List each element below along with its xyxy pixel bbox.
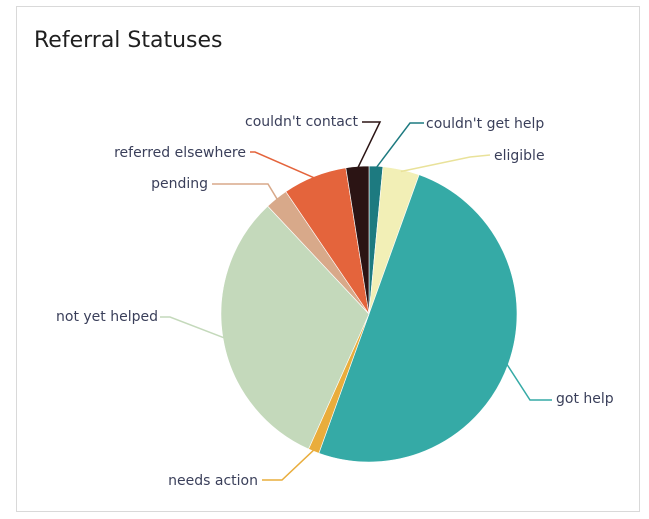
slice-label-got-help: got help xyxy=(556,391,614,407)
slice-label-not-yet-helped: not yet helped xyxy=(56,309,158,325)
slice-label-couldn-t-contact: couldn't contact xyxy=(245,114,358,130)
pie-slice-not-yet-helped[interactable] xyxy=(220,205,370,450)
slice-label-referred-elsewhere: referred elsewhere xyxy=(114,145,246,161)
slice-label-needs-action: needs action xyxy=(168,473,258,489)
pie-slice-couldn-t-contact[interactable] xyxy=(345,165,370,315)
leader-line-couldn-t-get-help xyxy=(375,122,424,169)
leader-line-referred-elsewhere xyxy=(250,151,316,179)
leader-line-got-help xyxy=(505,363,552,401)
slice-label-pending: pending xyxy=(151,176,208,192)
leader-line-pending xyxy=(212,183,279,201)
leader-line-couldn-t-contact xyxy=(356,121,382,169)
pie-slice-got-help[interactable] xyxy=(318,174,517,463)
leader-line-eligible xyxy=(400,154,491,173)
slice-label-couldn-t-get-help: couldn't get help xyxy=(426,116,544,132)
slice-label-eligible: eligible xyxy=(494,148,545,164)
chart-title: Referral Statuses xyxy=(34,28,223,53)
leader-line-needs-action xyxy=(262,448,315,481)
leader-line-not-yet-helped xyxy=(160,316,226,339)
